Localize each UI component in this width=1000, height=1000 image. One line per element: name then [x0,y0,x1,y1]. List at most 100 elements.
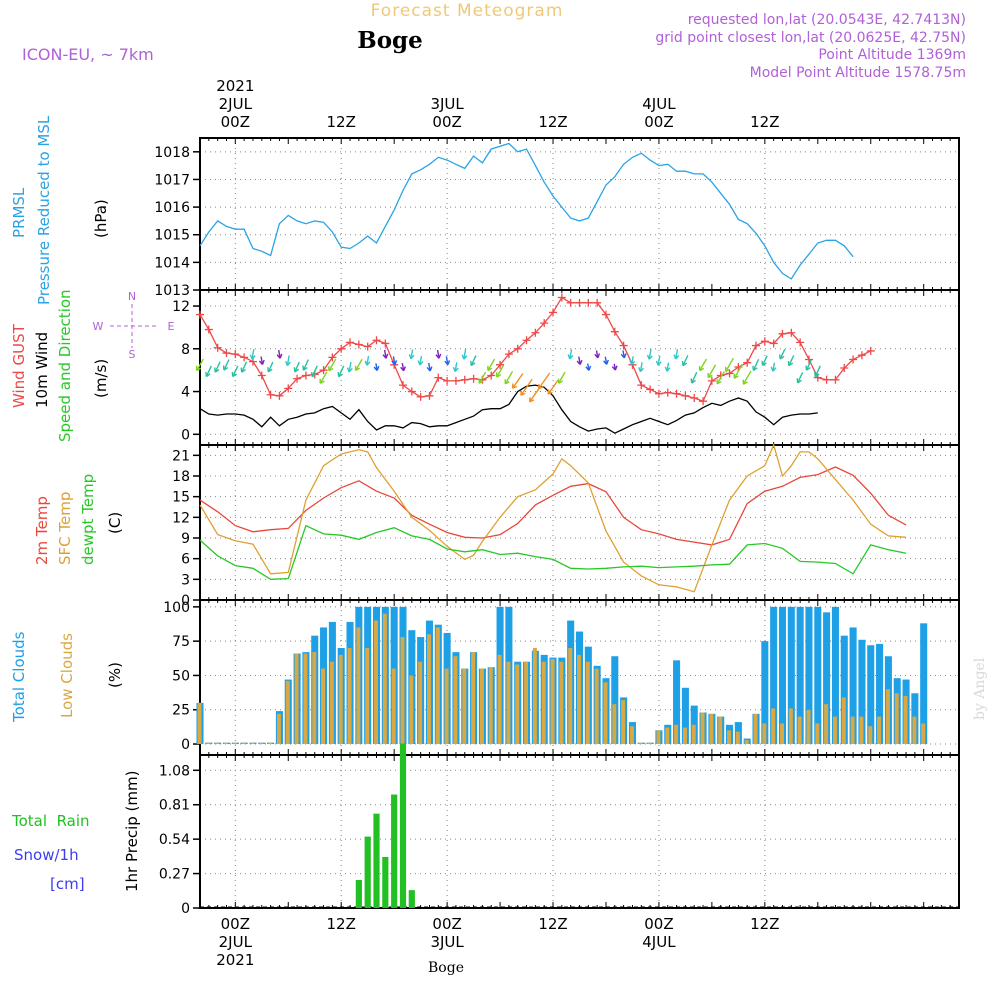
wind-arrow [547,379,559,395]
wind-arrow [742,370,752,385]
gust-marker [346,338,355,347]
wind-labels: Wind GUST 10m Wind Speed and Direction (… [10,289,175,442]
gust-marker [531,328,540,337]
gust-marker [372,336,381,345]
gust-marker [707,376,716,385]
panel-frame [199,444,960,601]
y-tick-label: 0.27 [159,867,190,883]
wind-arrow-head [444,360,451,366]
wind-arrow [232,365,239,377]
wind-arrow [657,355,661,366]
wind-arrow [504,371,514,385]
time-label: 00Z [432,915,461,933]
y-tick-label: 0 [181,901,190,917]
y-tick-label: 21 [172,448,190,464]
pressure-label-long: Pressure Reduced to MSL [35,115,53,305]
gust-marker [487,371,496,380]
gust-marker [593,298,602,307]
pressure-labels: PRMSL Pressure Reduced to MSL (hPa) [10,115,110,305]
wind-label-gust: Wind GUST [10,323,28,408]
wind-arrow-head [629,360,636,366]
wind-arrow [496,365,504,378]
wind-arrow-head [576,359,583,365]
temp-label-dew: dewpt Temp [79,474,97,565]
point-altitude: Point Altitude 1369m [818,47,966,63]
wind-arrow [733,363,744,379]
gust-marker [469,374,478,383]
low-cloud-bar [400,637,405,745]
low-cloud-bar [621,700,626,745]
gust-marker [822,375,831,384]
wind-arrow [511,373,524,389]
gust-marker [398,381,407,390]
precip-unit: 1hr Precip (mm) [123,771,141,892]
wind-arrow-head [337,371,343,378]
wind-arrow [311,365,318,377]
compass-n: N [128,290,136,303]
low-cloud-bar [409,675,414,745]
wind-arrow [241,361,248,373]
panel-frame [199,137,960,291]
rain-bar [355,879,362,908]
pressure-label-prmsl: PRMSL [10,187,28,238]
gust-marker [584,298,593,307]
wind-arrow [383,349,387,359]
y-tick-label: 100 [163,600,190,616]
wind-arrow [797,372,804,384]
wind-arrow [707,364,717,378]
wind-speed-line [199,384,818,434]
wind-arrow [814,365,821,377]
y-tick-label: 1013 [154,283,190,299]
wind-arrow-head [805,365,811,371]
gust-marker [557,293,566,302]
total-cloud-bar [770,606,778,745]
cloud-label-low: Low Clouds [58,633,76,718]
wind-arrow-head [752,365,758,371]
low-cloud-bar [206,742,211,745]
low-cloud-bar [232,742,237,745]
low-cloud-bar [541,661,546,745]
wind-arrow-head [391,360,398,366]
low-cloud-bar [788,708,793,745]
total-cloud-bar [831,606,839,745]
footer-location: Boge [428,960,464,976]
low-cloud-bar [718,716,723,745]
time-label: 12Z [750,113,779,131]
low-cloud-bar [312,652,317,745]
low-cloud-bar [471,652,476,745]
gust-marker [725,369,734,378]
low-cloud-bar [912,716,917,745]
wind-arrow-head [249,354,256,360]
low-cloud-bar [515,664,520,745]
gust-marker [504,350,513,359]
gust-marker [610,327,619,336]
low-cloud-bar [568,648,573,745]
gust-marker [496,360,505,369]
wind-arrow-head [698,365,705,372]
wind-arrow [286,355,290,366]
total-cloud-bar [673,660,681,745]
low-cloud-bar [488,667,493,745]
low-cloud-bar [506,661,511,745]
y-tick-label: 0.54 [159,832,190,848]
low-cloud-bar [577,654,582,745]
gust-marker [354,340,363,349]
wind-arrow [631,356,634,365]
low-cloud-bar [418,661,423,745]
wind-arrow-head [373,365,380,371]
wind-arrow-head [724,366,731,373]
total-cloud-bar [849,627,857,745]
low-cloud-bar [656,730,661,745]
wind-arrow [558,371,566,384]
pressure-panel: 1013 1014 1015 1016 1017 1018 [154,137,960,299]
time-label: 00Z [221,915,250,933]
requested-coords: requested lon,lat (20.0543E, 42.7413N) [688,12,966,28]
low-cloud-bar [691,724,696,745]
wind-arrow [319,371,328,384]
low-cloud-bar [329,661,334,745]
time-label: 2JUL [219,933,253,951]
wind-label-10m: 10m Wind [33,332,51,408]
low-cloud-bar [603,682,608,745]
wind-arrow-head [435,353,442,359]
